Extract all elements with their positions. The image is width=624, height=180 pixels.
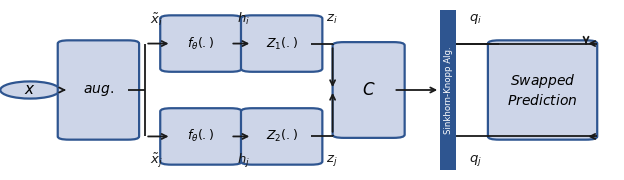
FancyBboxPatch shape — [488, 40, 597, 140]
Text: $C$: $C$ — [362, 82, 376, 98]
FancyBboxPatch shape — [160, 108, 241, 165]
FancyBboxPatch shape — [241, 15, 323, 72]
Text: $\tilde{x}_j$: $\tilde{x}_j$ — [150, 151, 163, 170]
FancyBboxPatch shape — [333, 42, 404, 138]
Text: $f_{\theta}(.)$: $f_{\theta}(.)$ — [187, 128, 215, 145]
Text: $z_j$: $z_j$ — [326, 153, 337, 168]
Text: $x$: $x$ — [24, 83, 36, 97]
FancyBboxPatch shape — [160, 15, 241, 72]
Text: $Z_1(.)$: $Z_1(.)$ — [266, 35, 298, 52]
FancyBboxPatch shape — [440, 10, 456, 170]
Text: $Z_2(.)$: $Z_2(.)$ — [266, 128, 298, 145]
Text: Sinkhorn-Knopp Alg.: Sinkhorn-Knopp Alg. — [444, 46, 452, 134]
Text: $h_j$: $h_j$ — [236, 152, 250, 170]
Text: $q_i$: $q_i$ — [469, 12, 482, 26]
Text: $f_{\theta}(.)$: $f_{\theta}(.)$ — [187, 35, 215, 52]
FancyBboxPatch shape — [241, 108, 323, 165]
Text: $aug.$: $aug.$ — [83, 82, 114, 98]
Text: $Swapped$
$Prediction$: $Swapped$ $Prediction$ — [507, 72, 578, 108]
Text: $h_i$: $h_i$ — [236, 11, 250, 28]
Text: $z_i$: $z_i$ — [326, 13, 337, 26]
Circle shape — [0, 81, 60, 99]
Text: $q_j$: $q_j$ — [469, 153, 482, 168]
FancyBboxPatch shape — [58, 40, 139, 140]
Text: $\tilde{x}_i$: $\tilde{x}_i$ — [150, 11, 163, 28]
